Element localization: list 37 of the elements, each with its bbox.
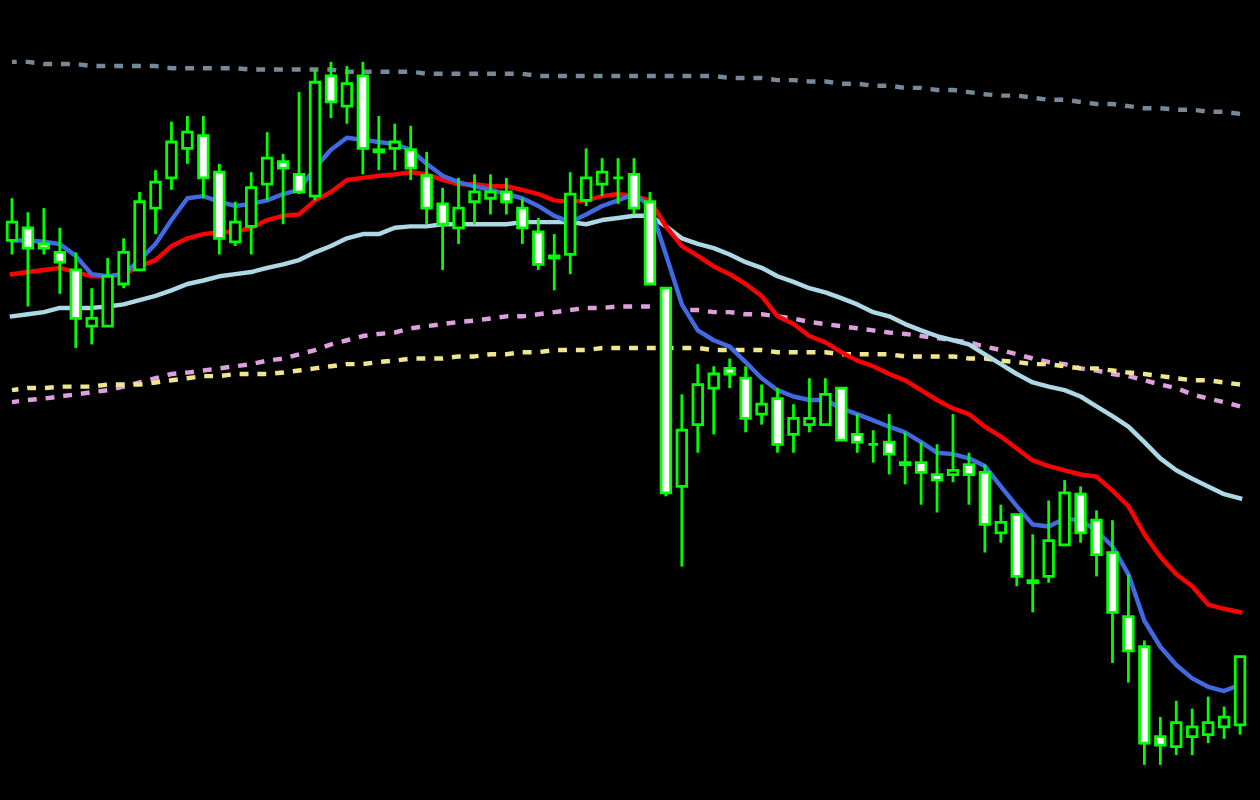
candlestick [229,200,242,248]
candlestick [595,156,609,198]
candlestick [340,64,354,126]
candlestick [21,210,35,308]
candlestick [723,357,736,390]
candlestick [1026,532,1039,614]
candlestick [516,196,529,246]
candlestick [324,60,338,120]
candlestick [276,152,290,226]
candlestick [883,412,896,476]
candlestick [707,364,720,436]
candlestick [946,412,960,484]
candlestick [260,130,274,202]
candlestick [532,216,545,272]
candlestick [292,90,306,196]
candlestick [1217,705,1231,741]
candlestick [1186,707,1199,757]
candlestick [627,156,641,216]
candlestick [53,226,66,296]
candlestick [1170,699,1183,757]
candlestick [914,440,928,507]
candlestick [579,146,593,208]
candlestick [37,206,51,256]
candlestick [372,114,385,172]
candlestick [548,232,561,292]
candlestick [930,442,944,514]
candlestick [691,362,704,455]
candlestick [388,122,401,172]
candlestick [994,503,1007,545]
candlestick [404,124,417,182]
candlestick [867,428,880,464]
candlestick [962,451,976,507]
candlestick [1201,695,1215,745]
candlestick [611,156,625,206]
candlestick [5,196,19,256]
candlestick [245,170,258,256]
candlestick [898,430,912,486]
